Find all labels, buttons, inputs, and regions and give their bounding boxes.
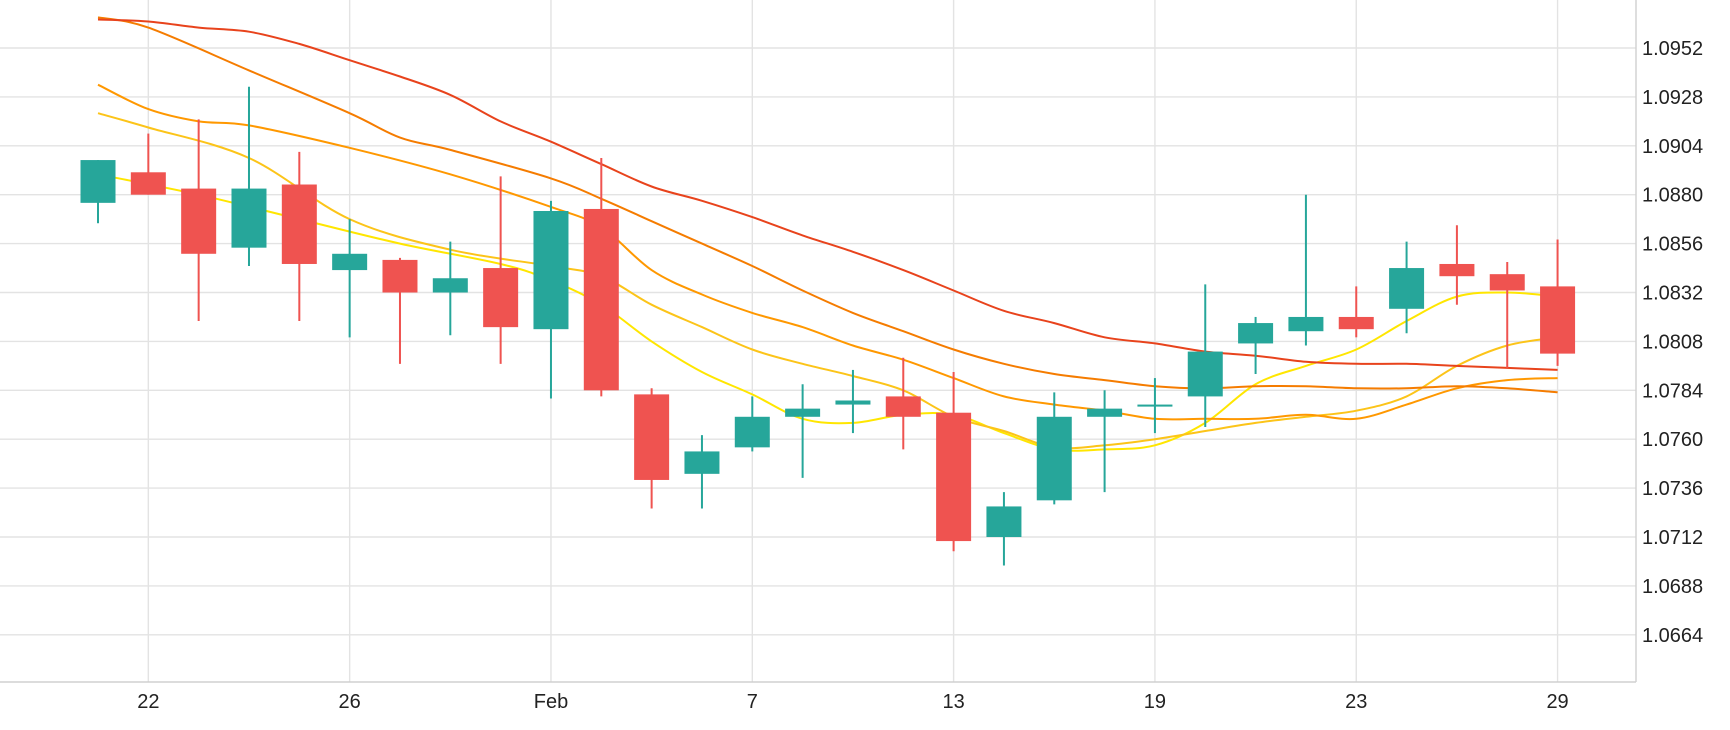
y-tick-label: 1.0904 — [1642, 136, 1703, 158]
candle-bullish — [835, 369, 871, 434]
x-tick-label: 13 — [942, 691, 964, 713]
candle-body — [1238, 323, 1274, 344]
candle-bullish — [1087, 390, 1123, 493]
candle-bearish — [885, 357, 921, 450]
candle-bearish — [130, 133, 166, 195]
candle-body — [1439, 263, 1475, 277]
candle-body — [1389, 268, 1425, 309]
moving-average-line-1 — [97, 173, 1558, 452]
time-axis: 22 26 Feb 7 13 19 23 29 — [137, 691, 1568, 713]
candle-bearish — [382, 257, 418, 364]
candle-body — [1036, 416, 1072, 501]
candle-body — [332, 253, 368, 271]
candle-body — [986, 506, 1022, 537]
candle-body — [432, 278, 468, 293]
y-tick-label: 1.0832 — [1642, 283, 1703, 305]
candle-body — [181, 188, 217, 254]
y-tick-label: 1.0808 — [1642, 331, 1703, 353]
candle-body — [483, 268, 519, 328]
candle-bullish — [1389, 241, 1425, 334]
y-tick-label: 1.0952 — [1642, 38, 1703, 60]
candle-body — [1187, 351, 1223, 397]
candle-bullish — [1137, 378, 1173, 434]
candle-body — [1137, 404, 1173, 407]
moving-average-line-3 — [97, 83, 1558, 421]
candle-bullish — [1187, 284, 1223, 427]
candle-body — [1288, 316, 1324, 332]
candle-body — [684, 451, 720, 474]
candle-bearish — [1338, 286, 1374, 338]
x-tick-label: 7 — [747, 691, 758, 713]
candle-body — [281, 184, 317, 264]
candle-body — [382, 259, 418, 293]
x-tick-label: Feb — [534, 691, 568, 713]
candle-bearish — [936, 371, 972, 552]
candle-bullish — [1238, 316, 1274, 374]
candle-bullish — [1288, 194, 1324, 346]
candle-body — [80, 160, 116, 203]
y-tick-label: 1.0736 — [1642, 478, 1703, 500]
y-gridlines — [0, 47, 1636, 636]
candle-bullish — [1036, 392, 1072, 505]
candle-body — [835, 400, 871, 405]
candles — [80, 86, 1576, 566]
candle-body — [1338, 316, 1374, 330]
candle-body — [231, 188, 267, 248]
candle-bullish — [231, 86, 267, 267]
price-axis: 1.0952 1.0928 1.0904 1.0880 1.0856 1.0832 1.08… — [1642, 38, 1703, 647]
candle-body — [130, 172, 166, 195]
candle-bearish — [483, 176, 519, 364]
candle-body — [583, 208, 619, 391]
y-tick-label: 1.0880 — [1642, 185, 1703, 207]
x-tick-label: 22 — [137, 691, 159, 713]
candle-bullish — [684, 435, 720, 509]
candle-body — [1087, 408, 1123, 417]
x-tick-label: 29 — [1546, 691, 1568, 713]
candle-bearish — [181, 119, 217, 322]
candle-body — [634, 394, 670, 480]
moving-average-line-5 — [97, 18, 1558, 371]
candle-bearish — [1489, 261, 1525, 368]
candle-bearish — [1540, 239, 1576, 366]
y-tick-label: 1.0712 — [1642, 527, 1703, 549]
candle-bearish — [1439, 225, 1475, 305]
x-gridlines — [147, 0, 1559, 682]
candle-body — [734, 416, 770, 448]
x-tick-label: 23 — [1345, 691, 1367, 713]
candle-bullish — [332, 219, 368, 338]
candle-bullish — [80, 160, 116, 224]
candle-bullish — [734, 396, 770, 452]
y-tick-label: 1.0856 — [1642, 234, 1703, 256]
candle-bullish — [432, 241, 468, 336]
candle-body — [1540, 286, 1576, 354]
moving-average-line-4 — [97, 16, 1558, 394]
candle-bullish — [533, 200, 569, 399]
x-tick-label: 19 — [1144, 691, 1166, 713]
candle-body — [785, 408, 821, 417]
candle-bearish — [634, 388, 670, 509]
y-tick-label: 1.0664 — [1642, 625, 1703, 647]
candle-bullish — [986, 492, 1022, 566]
y-tick-label: 1.0784 — [1642, 380, 1703, 402]
candle-body — [1489, 274, 1525, 291]
candle-body — [885, 396, 921, 417]
y-tick-label: 1.0760 — [1642, 429, 1703, 451]
x-tick-label: 26 — [339, 691, 361, 713]
candle-body — [533, 211, 569, 330]
candle-body — [936, 412, 972, 542]
y-tick-label: 1.0928 — [1642, 87, 1703, 109]
candle-bullish — [785, 384, 821, 478]
moving-average-lines — [97, 16, 1558, 452]
y-tick-label: 1.0688 — [1642, 576, 1703, 598]
candle-bearish — [281, 151, 317, 322]
candle-bearish — [583, 158, 619, 397]
moving-average-line-2 — [97, 112, 1558, 450]
